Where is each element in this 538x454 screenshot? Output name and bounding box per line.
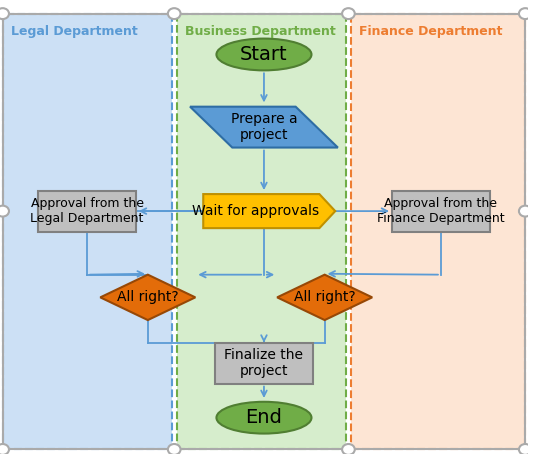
- Circle shape: [342, 444, 355, 454]
- FancyBboxPatch shape: [215, 343, 313, 384]
- Circle shape: [0, 444, 9, 454]
- Ellipse shape: [216, 402, 312, 434]
- Text: Approval from the
Finance Department: Approval from the Finance Department: [377, 197, 505, 225]
- Text: Approval from the
Legal Department: Approval from the Legal Department: [31, 197, 144, 225]
- Circle shape: [519, 206, 532, 217]
- Circle shape: [0, 8, 9, 19]
- Text: Business Department: Business Department: [185, 25, 336, 38]
- Circle shape: [0, 206, 9, 217]
- Circle shape: [342, 8, 355, 19]
- Circle shape: [168, 444, 181, 454]
- Text: Start: Start: [240, 45, 288, 64]
- FancyBboxPatch shape: [351, 14, 525, 449]
- FancyBboxPatch shape: [38, 191, 136, 232]
- Circle shape: [168, 8, 181, 19]
- Text: End: End: [245, 408, 282, 427]
- Polygon shape: [100, 275, 195, 320]
- FancyBboxPatch shape: [3, 14, 172, 449]
- Text: All right?: All right?: [294, 291, 356, 304]
- Polygon shape: [277, 275, 372, 320]
- Text: Wait for approvals: Wait for approvals: [193, 204, 320, 218]
- FancyBboxPatch shape: [177, 14, 346, 449]
- Text: Finance Department: Finance Department: [359, 25, 502, 38]
- Ellipse shape: [216, 39, 312, 70]
- Circle shape: [519, 8, 532, 19]
- Polygon shape: [203, 194, 335, 228]
- Text: Finalize the
project: Finalize the project: [224, 348, 303, 378]
- Circle shape: [519, 444, 532, 454]
- FancyBboxPatch shape: [392, 191, 490, 232]
- Text: All right?: All right?: [117, 291, 179, 304]
- Polygon shape: [190, 107, 338, 148]
- Text: Legal Department: Legal Department: [11, 25, 137, 38]
- Text: Prepare a
project: Prepare a project: [231, 112, 298, 142]
